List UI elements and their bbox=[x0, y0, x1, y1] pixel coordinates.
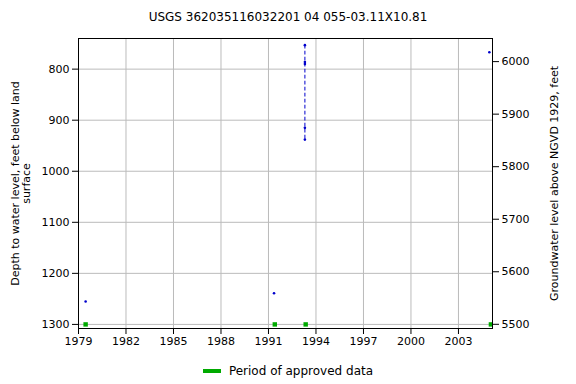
svg-text:6000: 6000 bbox=[502, 55, 530, 68]
svg-text:5800: 5800 bbox=[502, 160, 530, 173]
svg-text:5900: 5900 bbox=[502, 108, 530, 121]
svg-text:1994: 1994 bbox=[302, 335, 330, 348]
svg-text:900: 900 bbox=[49, 114, 70, 127]
svg-text:800: 800 bbox=[49, 63, 70, 76]
svg-text:1997: 1997 bbox=[349, 335, 377, 348]
svg-text:5600: 5600 bbox=[502, 265, 530, 278]
svg-text:5700: 5700 bbox=[502, 213, 530, 226]
svg-text:1200: 1200 bbox=[42, 267, 70, 280]
html-text:USGS 362035116032201 04 055-03: USGS 362035116032201 04 055-03.11X10.81 bbox=[148, 10, 428, 24]
html-text:Period of approved data: Period of approved data bbox=[228, 364, 374, 378]
svg-text:1982: 1982 bbox=[112, 335, 140, 348]
svg-text:1979: 1979 bbox=[65, 335, 93, 348]
svg-text:5500: 5500 bbox=[502, 318, 530, 331]
svg-text:2003: 2003 bbox=[444, 335, 472, 348]
svg-text:1985: 1985 bbox=[159, 335, 187, 348]
svg-text:Depth to water level, feet bel: Depth to water level, feet below landsur… bbox=[9, 81, 33, 286]
svg-text:1000: 1000 bbox=[42, 165, 70, 178]
svg-text:1988: 1988 bbox=[207, 335, 235, 348]
svg-text:1300: 1300 bbox=[42, 318, 70, 331]
svg-text:2000: 2000 bbox=[397, 335, 425, 348]
svg-text:1100: 1100 bbox=[42, 216, 70, 229]
svg-text:1991: 1991 bbox=[254, 335, 282, 348]
svg-text:Groundwater level above NGVD 1: Groundwater level above NGVD 1929, feet bbox=[548, 65, 561, 301]
